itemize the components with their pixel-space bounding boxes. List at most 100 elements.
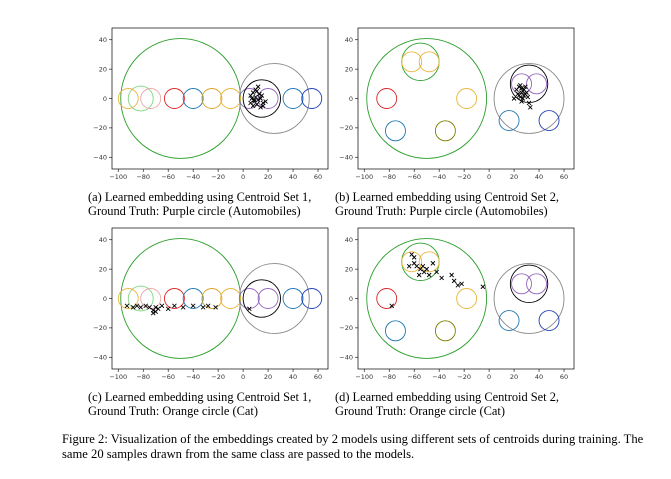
centroid-circle [238,288,260,309]
y-tick-label: −20 [339,324,353,332]
centroid-circle [538,310,560,331]
sample-point-marker [248,100,253,106]
sample-point-marker [258,104,263,110]
sample-point-marker [159,303,165,309]
x-tick-label: −100 [109,173,127,181]
sample-point-marker [411,260,417,266]
sample-point-marker [249,96,255,101]
x-tick-label: 0 [241,373,245,381]
sample-point-marker [263,99,268,104]
centroid-circle [163,288,185,309]
centroid-circle [418,251,440,273]
panel-c-caption-line2: Ground Truth: Orange circle (Cat) [88,404,258,418]
sample-point-marker [205,303,211,309]
centroid-circle [401,51,423,73]
x-tick-label: 20 [510,373,518,381]
sample-point-marker [521,87,527,93]
sample-point-marker [138,304,144,310]
x-tick-label: −100 [355,173,373,181]
plot-area [117,38,323,159]
sample-point-marker [255,84,261,90]
x-tick-label: 60 [560,373,568,381]
panel-d-plot: −100 −80 −60 −40 −20 0 20 40 60 40 20 0 −20 −40 [339,227,575,381]
panel-a-caption: (a) Learned embedding using Centroid Set… [88,190,311,218]
sample-point-marker [172,303,177,309]
sample-point-marker [434,269,439,275]
centroid-circle [511,73,532,95]
panel-a-caption-line1: (a) Learned embedding using Centroid Set… [88,190,312,204]
sample-point-marker [426,272,432,278]
centroid-circle [418,51,440,73]
sample-point-marker [459,281,464,287]
sample-point-marker [190,303,196,309]
centroid-circle [493,263,565,334]
centroid-circle [376,88,398,109]
centroid-circle [220,288,242,309]
panel-c-caption-line1: (c) Learned embedding using Centroid Set… [88,390,312,404]
centroid-circle [493,63,565,134]
y-tick-label: −40 [339,354,353,362]
x-tick-label: −80 [136,173,150,181]
x-tick-label: 40 [289,373,297,381]
centroid-circle [282,88,304,109]
panel-b-caption: (b) Learned embedding using Centroid Set… [335,190,559,218]
sample-point-marker [517,82,523,88]
y-tick-label: 0 [349,95,353,103]
y-tick-label: 20 [99,65,107,73]
y-tick-label: −40 [93,154,107,162]
x-tick-label: 40 [289,173,297,181]
x-tick-label: −60 [407,373,421,381]
plot-area [117,238,323,359]
plot-area [366,238,565,359]
centroid-circle [238,263,310,334]
panel-c-caption: (c) Learned embedding using Centroid Set… [88,390,311,418]
x-tick-label: −80 [136,373,150,381]
x-tick-label: 60 [314,373,322,381]
sample-point-marker [449,272,454,278]
sample-point-marker [451,278,457,284]
panel-d-svg: −100 −80 −60 −40 −20 0 20 40 60 40 20 0 −20 −40 [339,227,575,381]
sample-point-marker [165,306,171,312]
centroid-circle [120,38,242,159]
centroid-circle [242,279,282,318]
centroid-circle [140,88,162,109]
centroid-circle [257,288,279,309]
x-tick-label: −40 [432,173,446,181]
figure-caption: Figure 2: Visualization of the embedding… [62,432,644,461]
sample-point-marker [455,282,461,288]
sample-point-marker [153,304,159,310]
centroid-circle [120,238,242,359]
y-tick-label: 40 [345,236,353,244]
centroid-circle [511,273,532,295]
y-tick-label: −20 [93,124,107,132]
x-tick-label: 40 [535,173,543,181]
y-tick-label: 20 [345,265,353,273]
sample-point-marker [511,96,517,101]
y-tick-label: 40 [99,236,107,244]
sample-point-marker [130,304,136,310]
x-tick-label: 0 [241,173,245,181]
x-tick-label: −20 [457,173,471,181]
centroid-circle [526,273,547,295]
centroid-circle [201,88,223,109]
centroid-circle [434,320,456,342]
centroid-circle [127,285,154,312]
centroid-circle [538,110,560,131]
x-tick-label: −80 [382,173,396,181]
centroid-circle [434,120,456,142]
centroid-circle [366,238,488,359]
sample-point-marker [406,263,412,269]
x-tick-label: 0 [487,373,491,381]
sample-point-marker [389,303,395,309]
x-tick-label: 0 [487,173,491,181]
axes-frame [357,27,575,170]
sample-point-marker [519,99,524,104]
centroid-circle [498,310,520,331]
sample-point-marker [143,303,149,309]
sample-point-marker [522,84,528,90]
sample-point-marker [153,309,159,315]
y-tick-label: 40 [99,36,107,44]
sample-point-marker [522,91,528,97]
x-tick-label: −60 [161,173,175,181]
sample-point-marker [420,263,426,269]
